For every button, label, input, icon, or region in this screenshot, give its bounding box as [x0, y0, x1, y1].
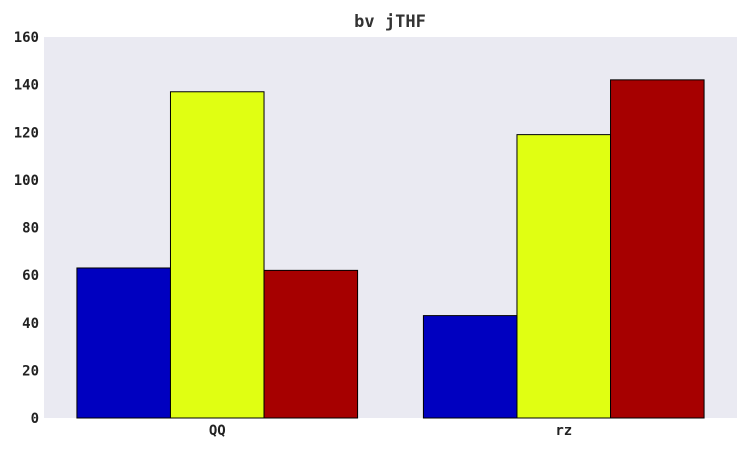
x-tick-label: QQ [209, 423, 226, 439]
bar-QQ-series-2 [169, 91, 265, 419]
y-tick-label: 40 [22, 316, 39, 332]
x-tick-label: rz [555, 423, 572, 439]
y-tick-label: 20 [22, 363, 39, 379]
chart-title: bv jTHF [354, 12, 426, 32]
y-axis-ticks: 0 20 40 60 80 100 120 140 160 [14, 30, 39, 427]
bars-group [76, 79, 705, 419]
y-tick-label: 160 [14, 30, 39, 46]
x-axis-ticks: QQ rz [209, 423, 572, 439]
y-tick-label: 140 [14, 78, 39, 94]
y-tick-label: 0 [31, 411, 39, 427]
bar-rz-series-3 [610, 79, 705, 419]
bar-rz-series-2 [516, 134, 612, 419]
bar-QQ-series-3 [263, 269, 359, 419]
y-tick-label: 80 [22, 221, 39, 237]
y-tick-label: 100 [14, 173, 39, 189]
bar-rz-series-1 [422, 315, 518, 419]
bar-QQ-series-1 [76, 267, 171, 419]
y-tick-label: 120 [14, 125, 39, 141]
y-tick-label: 60 [22, 268, 39, 284]
